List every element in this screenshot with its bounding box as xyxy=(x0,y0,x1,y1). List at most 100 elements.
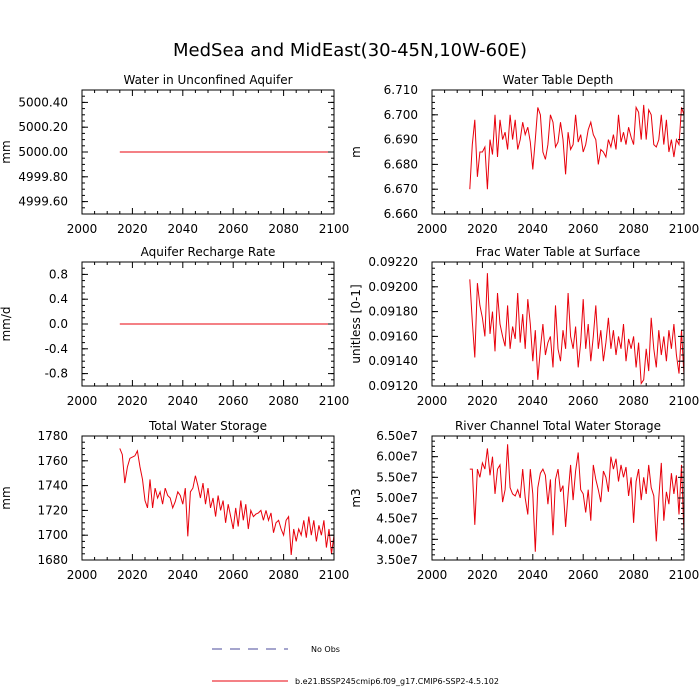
y-tick-label: 6.690 xyxy=(384,133,418,147)
x-tick-label: 2000 xyxy=(417,394,448,408)
y-tick-label: 3.50e7 xyxy=(376,553,418,567)
x-tick-label: 2020 xyxy=(467,222,498,236)
y-tick-label: 1780 xyxy=(37,429,68,443)
y-tick-label: 6.50e7 xyxy=(376,429,418,443)
y-tick-label: 1700 xyxy=(37,528,68,542)
panel-title: River Channel Total Water Storage xyxy=(455,419,661,433)
y-tick-label: 5000.00 xyxy=(18,145,68,159)
panel-title: Water in Unconfined Aquifer xyxy=(123,73,292,87)
x-tick-label: 2020 xyxy=(467,568,498,582)
y-tick-label: 6.700 xyxy=(384,108,418,122)
panel-3: Aquifer Recharge Rate 2000 2020 2040 2060 208… xyxy=(0,245,349,408)
x-tick-label: 2040 xyxy=(168,568,199,582)
y-tick-label: 1740 xyxy=(37,479,68,493)
figure-title: MedSea and MidEast(30-45N,10W-60E) xyxy=(173,40,527,61)
legend: No Obs b.e21.BSSP245cmip6.f09_g17.CMIP6-… xyxy=(212,645,499,686)
series-line xyxy=(469,444,685,552)
y-tick-label: 6.710 xyxy=(384,83,418,97)
x-tick-label: 2100 xyxy=(669,394,700,408)
x-tick-label: 2000 xyxy=(67,568,98,582)
x-tick-label: 2080 xyxy=(268,394,299,408)
y-tick-label: 0.09160 xyxy=(368,329,418,343)
x-tick-label: 2040 xyxy=(518,222,549,236)
y-tick-label: -0.8 xyxy=(45,367,68,381)
y-tick-label: 5000.20 xyxy=(18,120,68,134)
y-tick-label: 6.670 xyxy=(384,182,418,196)
x-tick-label: 2000 xyxy=(67,222,98,236)
legend-model-label: b.e21.BSSP245cmip6.f09_g17.CMIP6-SSP2-4.… xyxy=(295,677,499,686)
x-tick-label: 2040 xyxy=(518,394,549,408)
y-tick-label: 5.00e7 xyxy=(376,491,418,505)
series-line xyxy=(469,273,685,385)
y-axis-label: m3 xyxy=(349,488,363,507)
plot-frame xyxy=(431,89,685,215)
x-tick-label: 2100 xyxy=(319,394,350,408)
x-tick-label: 2080 xyxy=(268,222,299,236)
series-line xyxy=(119,448,335,556)
y-tick-label: 1680 xyxy=(37,553,68,567)
x-tick-label: 2080 xyxy=(618,568,649,582)
y-tick-label: 0.4 xyxy=(49,292,68,306)
panel-2: Water Table Depth 2000 2020 2040 2060 2080 210… xyxy=(349,73,699,236)
legend-obs-label: No Obs xyxy=(311,645,340,654)
y-tick-label: 6.680 xyxy=(384,157,418,171)
x-tick-label: 2060 xyxy=(218,568,249,582)
x-tick-label: 2020 xyxy=(467,394,498,408)
x-tick-label: 2080 xyxy=(268,568,299,582)
panel-title: Water Table Depth xyxy=(503,73,614,87)
x-tick-label: 2100 xyxy=(669,222,700,236)
x-tick-label: 2060 xyxy=(568,394,599,408)
panel-title: Frac Water Table at Surface xyxy=(476,245,640,259)
x-tick-label: 2020 xyxy=(117,568,148,582)
y-tick-label: -0.4 xyxy=(45,342,68,356)
y-axis-label: mm/d xyxy=(0,306,13,341)
y-tick-label: 0.0 xyxy=(49,317,68,331)
x-tick-label: 2100 xyxy=(319,222,350,236)
y-axis-label: mm xyxy=(0,140,13,163)
y-tick-label: 0.09180 xyxy=(368,305,418,319)
y-tick-label: 4.00e7 xyxy=(376,532,418,546)
panel-title: Aquifer Recharge Rate xyxy=(141,245,276,259)
x-tick-label: 2060 xyxy=(218,222,249,236)
y-axis-label: mm xyxy=(0,486,13,509)
x-tick-label: 2060 xyxy=(218,394,249,408)
y-tick-label: 0.09220 xyxy=(368,255,418,269)
y-tick-label: 5.50e7 xyxy=(376,470,418,484)
panel-5: Total Water Storage 2000 2020 2040 2060 2080 2… xyxy=(0,419,349,582)
y-tick-label: 0.09120 xyxy=(368,379,418,393)
x-tick-label: 2000 xyxy=(417,568,448,582)
y-tick-label: 0.09140 xyxy=(368,354,418,368)
y-tick-label: 1720 xyxy=(37,503,68,517)
y-tick-label: 0.8 xyxy=(49,267,68,281)
x-tick-label: 2060 xyxy=(568,222,599,236)
x-tick-label: 2040 xyxy=(518,568,549,582)
panel-6: River Channel Total Water Storage 2000 202… xyxy=(349,419,699,582)
panels-group: Water in Unconfined Aquifer 2000 2020 2040 2… xyxy=(0,73,699,582)
x-tick-label: 2100 xyxy=(319,568,350,582)
y-tick-label: 1760 xyxy=(37,454,68,468)
plot-frame xyxy=(431,435,685,561)
x-tick-label: 2040 xyxy=(168,222,199,236)
x-tick-label: 2100 xyxy=(669,568,700,582)
y-tick-label: 4.50e7 xyxy=(376,512,418,526)
x-tick-label: 2080 xyxy=(618,394,649,408)
x-tick-label: 2080 xyxy=(618,222,649,236)
y-tick-label: 6.660 xyxy=(384,207,418,221)
x-tick-label: 2000 xyxy=(417,222,448,236)
series-line xyxy=(469,104,685,190)
y-axis-label: unitless [0-1] xyxy=(349,284,363,363)
panel-1: Water in Unconfined Aquifer 2000 2020 2040 2… xyxy=(0,73,349,236)
y-tick-label: 5000.40 xyxy=(18,95,68,109)
x-tick-label: 2020 xyxy=(117,222,148,236)
y-tick-label: 6.00e7 xyxy=(376,450,418,464)
y-tick-label: 4999.60 xyxy=(18,195,68,209)
x-tick-label: 2060 xyxy=(568,568,599,582)
x-tick-label: 2000 xyxy=(67,394,98,408)
y-tick-label: 4999.80 xyxy=(18,170,68,184)
x-tick-label: 2020 xyxy=(117,394,148,408)
x-tick-label: 2040 xyxy=(168,394,199,408)
panel-title: Total Water Storage xyxy=(148,419,267,433)
y-tick-label: 0.09200 xyxy=(368,280,418,294)
panel-4: Frac Water Table at Surface 2000 2020 2040 2… xyxy=(349,245,699,408)
